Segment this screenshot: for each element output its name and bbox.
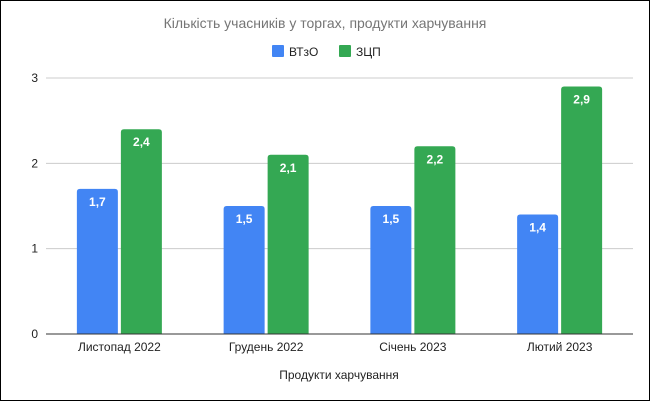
y-axis-ticks: 0 1 2 3 xyxy=(31,71,38,341)
legend-swatch-series-2 xyxy=(339,45,351,57)
data-label: 1,7 xyxy=(89,195,106,209)
bar-series-1-2 xyxy=(223,206,265,334)
y-tick-label: 3 xyxy=(31,71,38,85)
legend: ВТзО ЗЦП xyxy=(272,45,381,59)
data-label: 1,4 xyxy=(529,221,546,235)
data-label: 2,2 xyxy=(427,152,444,166)
bar-series-2-1 xyxy=(120,129,162,334)
data-labels: 1,7 2,4 1,5 2,1 1,5 2,2 1,4 2,9 xyxy=(89,93,590,235)
bars xyxy=(76,86,603,335)
data-label: 1,5 xyxy=(236,212,253,226)
data-label: 1,5 xyxy=(383,212,400,226)
x-tick-label: Лютий 2023 xyxy=(527,340,593,354)
x-tick-label: Грудень 2022 xyxy=(229,340,304,354)
x-axis-title: Продукти харчування xyxy=(279,368,399,382)
chart-title: Кількість учасників у торгах, продукти х… xyxy=(164,15,487,31)
data-label: 2,9 xyxy=(573,93,590,107)
legend-swatch-series-1 xyxy=(272,45,284,57)
bar-series-1-3 xyxy=(370,206,412,334)
data-label: 2,4 xyxy=(133,135,150,149)
y-tick-label: 0 xyxy=(31,327,38,341)
legend-label-series-1: ВТзО xyxy=(289,45,318,59)
bar-series-2-2 xyxy=(267,154,309,334)
bar-series-2-4 xyxy=(561,86,603,335)
y-tick-label: 2 xyxy=(31,156,38,170)
bar-series-1-4 xyxy=(517,214,559,334)
legend-label-series-2: ЗЦП xyxy=(356,45,381,59)
x-tick-label: Листопад 2022 xyxy=(78,340,161,354)
y-tick-label: 1 xyxy=(31,242,38,256)
x-tick-label: Січень 2023 xyxy=(379,340,446,354)
bar-series-1-1 xyxy=(76,188,118,334)
x-axis-ticks: Листопад 2022 Грудень 2022 Січень 2023 Люти… xyxy=(78,340,593,354)
data-label: 2,1 xyxy=(280,161,297,175)
bar-series-2-3 xyxy=(414,146,456,334)
